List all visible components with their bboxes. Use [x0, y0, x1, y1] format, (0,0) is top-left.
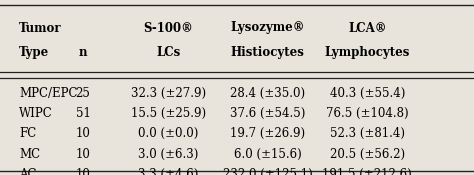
Text: 15.5 (±25.9): 15.5 (±25.9): [131, 107, 206, 120]
Text: 37.6 (±54.5): 37.6 (±54.5): [230, 107, 306, 120]
Text: 3.0 (±6.3): 3.0 (±6.3): [138, 148, 199, 160]
Text: Type: Type: [19, 46, 49, 59]
Text: S-100®: S-100®: [143, 22, 193, 34]
Text: MC: MC: [19, 148, 40, 160]
Text: 40.3 (±55.4): 40.3 (±55.4): [329, 87, 405, 100]
Text: Lysozyme®: Lysozyme®: [230, 22, 305, 34]
Text: 32.3 (±27.9): 32.3 (±27.9): [131, 87, 206, 100]
Text: 6.0 (±15.6): 6.0 (±15.6): [234, 148, 301, 160]
Text: 19.7 (±26.9): 19.7 (±26.9): [230, 127, 305, 140]
Text: 0.0 (±0.0): 0.0 (±0.0): [138, 127, 199, 140]
Text: LCA®: LCA®: [348, 22, 387, 34]
Text: 232.0 (±125.1): 232.0 (±125.1): [223, 168, 313, 175]
Text: 20.5 (±56.2): 20.5 (±56.2): [330, 148, 405, 160]
Text: Lymphocytes: Lymphocytes: [325, 46, 410, 59]
Text: Tumor: Tumor: [19, 22, 62, 34]
Text: 25: 25: [75, 87, 91, 100]
Text: 10: 10: [75, 168, 91, 175]
Text: 52.3 (±81.4): 52.3 (±81.4): [330, 127, 405, 140]
Text: WIPC: WIPC: [19, 107, 53, 120]
Text: 76.5 (±104.8): 76.5 (±104.8): [326, 107, 409, 120]
Text: 10: 10: [75, 148, 91, 160]
Text: 3.3 (±4.6): 3.3 (±4.6): [138, 168, 199, 175]
Text: LCs: LCs: [156, 46, 181, 59]
Text: AC: AC: [19, 168, 36, 175]
Text: 51: 51: [75, 107, 91, 120]
Text: FC: FC: [19, 127, 36, 140]
Text: Histiocytes: Histiocytes: [231, 46, 305, 59]
Text: 10: 10: [75, 127, 91, 140]
Text: 28.4 (±35.0): 28.4 (±35.0): [230, 87, 305, 100]
Text: MPC/EPC: MPC/EPC: [19, 87, 77, 100]
Text: 191.5 (±212.6): 191.5 (±212.6): [322, 168, 412, 175]
Text: n: n: [79, 46, 87, 59]
